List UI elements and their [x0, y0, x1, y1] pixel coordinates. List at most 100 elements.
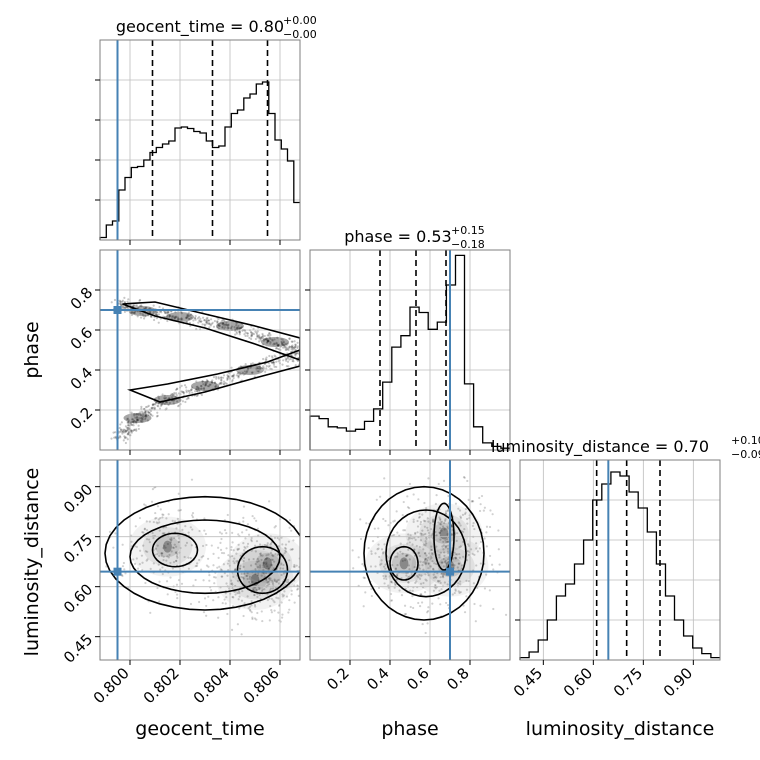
sample-point: [126, 438, 129, 441]
sample-point: [185, 398, 188, 401]
sample-point: [266, 593, 269, 596]
sample-point: [226, 562, 230, 565]
x-tick-label: 0.4: [363, 664, 393, 694]
sample-point: [262, 339, 265, 342]
sample-point: [154, 547, 157, 550]
sample-point: [259, 552, 262, 555]
sample-point: [266, 581, 269, 584]
sample-point: [253, 617, 257, 620]
sample-point: [159, 568, 162, 571]
sample-point: [459, 516, 463, 519]
sample-point: [132, 419, 136, 422]
sample-point: [270, 355, 274, 358]
sample-point: [387, 584, 390, 587]
sample-point: [445, 510, 448, 513]
sample-point: [240, 572, 243, 575]
sample-point: [230, 628, 234, 631]
sample-point: [427, 556, 430, 559]
sample-point: [442, 548, 445, 551]
sample-point: [149, 315, 153, 318]
sample-point: [250, 371, 254, 374]
sample-point: [182, 391, 185, 394]
sample-point: [289, 548, 292, 551]
sample-point: [472, 582, 475, 585]
sample-point: [222, 382, 225, 385]
sample-point: [292, 539, 295, 542]
sample-point: [158, 407, 162, 410]
sample-point: [237, 590, 241, 593]
sample-point: [390, 580, 393, 583]
sample-point: [165, 580, 169, 583]
sample-point: [127, 298, 130, 301]
title-phase: phase = 0.53: [344, 227, 451, 246]
sample-point: [434, 575, 437, 578]
sample-point: [446, 509, 449, 513]
sample-point: [276, 344, 279, 347]
sample-point: [282, 567, 285, 570]
sample-point: [275, 342, 279, 345]
sample-point: [255, 618, 258, 621]
sample-point: [170, 538, 173, 541]
sample-point: [290, 354, 294, 357]
sample-point: [141, 418, 144, 421]
sample-point: [352, 567, 355, 570]
sample-point: [252, 587, 255, 590]
title-geocent-time-plus: +0.00: [283, 14, 317, 27]
sample-point: [465, 588, 469, 591]
sample-point: [198, 320, 202, 323]
sample-point: [438, 516, 441, 519]
sample-point: [271, 338, 274, 341]
sample-point: [121, 305, 124, 308]
sample-point: [121, 307, 124, 310]
sample-point: [110, 437, 113, 440]
sample-point: [211, 321, 214, 324]
sample-point: [261, 588, 264, 591]
sample-point: [275, 347, 278, 350]
sample-point: [283, 552, 286, 555]
sample-point: [381, 552, 385, 555]
sample-point: [265, 554, 268, 557]
sample-point: [327, 580, 329, 582]
sample-point: [136, 419, 140, 422]
sample-point: [260, 574, 263, 577]
sample-point: [202, 383, 205, 386]
sample-point: [233, 562, 236, 565]
sample-point: [187, 556, 190, 559]
sample-point: [131, 418, 135, 421]
sample-point: [131, 418, 134, 421]
truth-layer: [100, 40, 610, 660]
sample-point: [198, 529, 201, 533]
sample-point: [402, 529, 405, 532]
sample-point: [177, 317, 180, 320]
sample-point: [230, 325, 234, 328]
sample-point: [231, 586, 234, 590]
sample-point: [206, 379, 209, 383]
sample-point: [288, 337, 291, 340]
sample-point: [306, 579, 308, 581]
sample-point: [132, 305, 135, 308]
sample-point: [204, 383, 207, 386]
sample-point: [148, 307, 151, 310]
sample-point: [232, 374, 235, 378]
sample-point: [430, 552, 434, 555]
sample-point: [160, 554, 163, 557]
sample-point: [198, 600, 201, 604]
sample-point: [258, 552, 262, 556]
sample-point: [190, 388, 193, 391]
sample-point: [160, 403, 164, 406]
sample-point: [152, 304, 155, 307]
histogram-step: [309, 254, 510, 450]
sample-point: [126, 420, 129, 423]
sample-point: [442, 544, 445, 547]
sample-point: [242, 541, 245, 545]
sample-point: [166, 319, 169, 323]
sample-point: [185, 391, 188, 394]
sample-point: [441, 574, 444, 577]
sample-point: [126, 418, 129, 421]
sample-point: [257, 559, 260, 562]
sample-point: [364, 591, 367, 594]
sample-point: [401, 514, 404, 517]
y-tick-label: 0.60: [60, 580, 96, 616]
sample-point: [156, 505, 160, 508]
sample-point: [424, 532, 427, 536]
